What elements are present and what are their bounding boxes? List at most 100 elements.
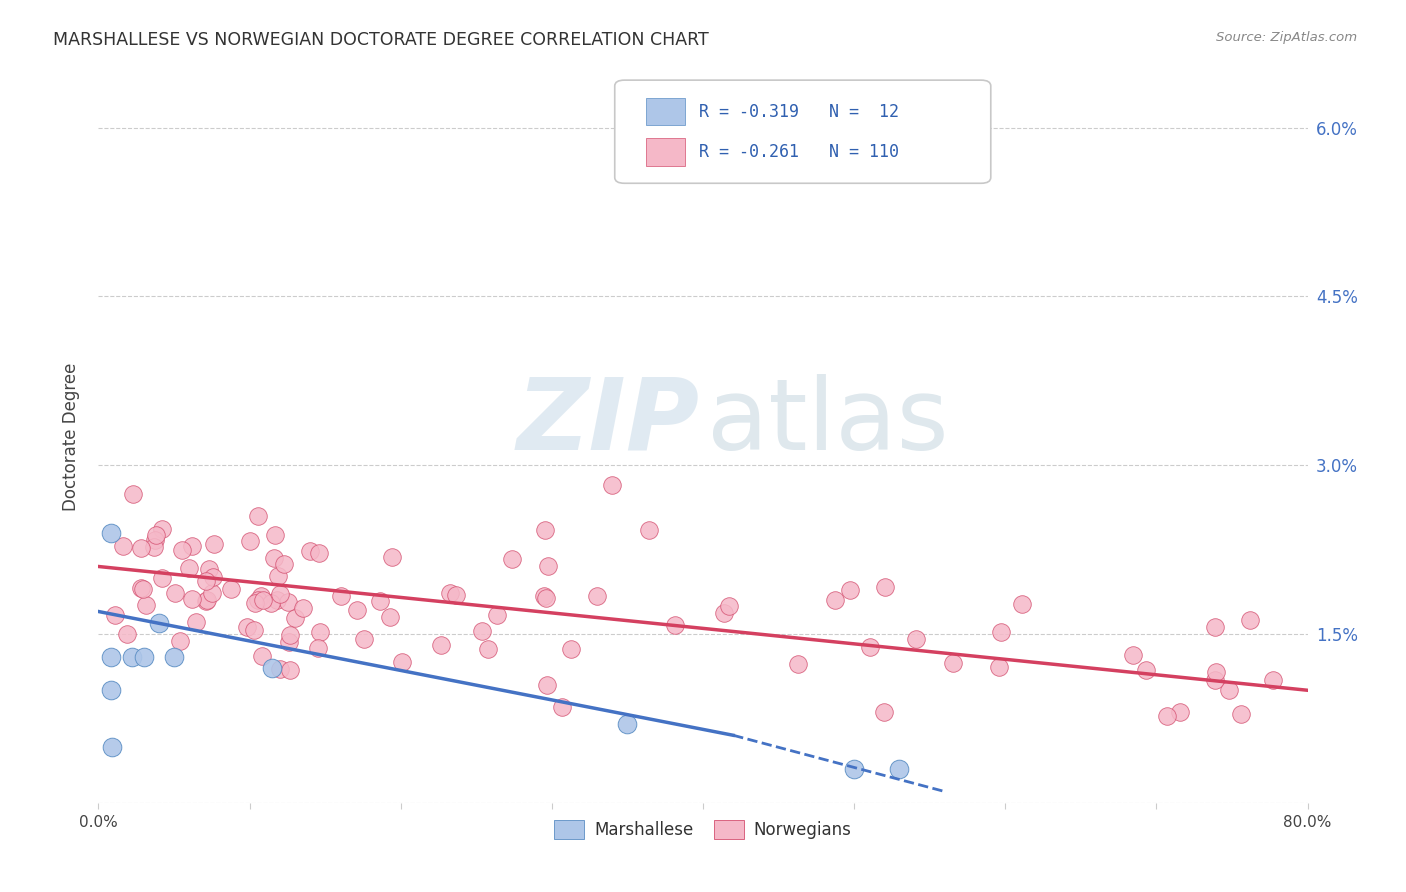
Point: [245, 596, 267, 610]
Point: [368, 594, 391, 608]
Point: [839, 582, 862, 597]
Point: [273, 557, 295, 571]
Point: [100, 683, 122, 698]
Point: [263, 527, 285, 541]
FancyBboxPatch shape: [614, 80, 991, 183]
Point: [444, 588, 467, 602]
Point: [135, 598, 157, 612]
Point: [637, 523, 659, 537]
Point: [142, 541, 165, 555]
Point: [664, 617, 686, 632]
Point: [873, 705, 896, 719]
Point: [115, 627, 138, 641]
Point: [1011, 597, 1033, 611]
Point: [353, 632, 375, 646]
Point: [104, 608, 127, 623]
Point: [429, 638, 451, 652]
Point: [600, 478, 623, 492]
Point: [378, 609, 401, 624]
Point: [184, 615, 207, 629]
Point: [150, 571, 173, 585]
Point: [195, 574, 218, 588]
Point: [486, 608, 509, 623]
Point: [713, 606, 735, 620]
Point: [145, 527, 167, 541]
Point: [100, 525, 122, 540]
Point: [329, 589, 352, 603]
Legend: Marshallese, Norwegians: Marshallese, Norwegians: [548, 814, 858, 846]
Text: R = -0.319   N =  12: R = -0.319 N = 12: [699, 103, 900, 120]
Point: [129, 581, 152, 595]
Point: [201, 586, 224, 600]
Point: [177, 561, 200, 575]
Point: [195, 593, 218, 607]
Point: [309, 624, 332, 639]
Point: [143, 533, 166, 548]
Point: [219, 582, 242, 596]
Point: [252, 592, 274, 607]
FancyBboxPatch shape: [647, 98, 685, 126]
Point: [942, 656, 965, 670]
Point: [471, 624, 494, 639]
Point: [129, 541, 152, 555]
Point: [132, 649, 155, 664]
Point: [263, 551, 285, 566]
Point: [284, 611, 307, 625]
Point: [990, 625, 1012, 640]
Text: MARSHALLESE VS NORWEGIAN DOCTORATE DEGREE CORRELATION CHART: MARSHALLESE VS NORWEGIAN DOCTORATE DEGRE…: [53, 31, 709, 49]
Point: [896, 143, 918, 157]
Point: [1156, 709, 1178, 723]
Point: [202, 537, 225, 551]
Point: [277, 595, 299, 609]
Point: [905, 632, 928, 647]
FancyBboxPatch shape: [647, 138, 685, 166]
Point: [824, 593, 846, 607]
Text: atlas: atlas: [707, 374, 948, 471]
Point: [536, 678, 558, 692]
Text: Source: ZipAtlas.com: Source: ZipAtlas.com: [1216, 31, 1357, 45]
Point: [308, 546, 330, 560]
Point: [1204, 673, 1226, 687]
Point: [269, 662, 291, 676]
Point: [844, 762, 866, 776]
Point: [150, 522, 173, 536]
Point: [236, 620, 259, 634]
Point: [121, 649, 143, 664]
Point: [250, 589, 273, 603]
Point: [267, 569, 290, 583]
Point: [269, 587, 291, 601]
Point: [307, 641, 329, 656]
Point: [1218, 682, 1240, 697]
Point: [501, 551, 523, 566]
Point: [111, 539, 134, 553]
Point: [278, 628, 301, 642]
Point: [246, 509, 269, 524]
Point: [195, 593, 218, 607]
Point: [1239, 613, 1261, 627]
Point: [172, 543, 194, 558]
Point: [132, 582, 155, 596]
Point: [346, 603, 368, 617]
Point: [163, 586, 186, 600]
Point: [181, 539, 204, 553]
Point: [298, 544, 321, 558]
Point: [586, 589, 609, 603]
Text: R = -0.261   N = 110: R = -0.261 N = 110: [699, 143, 900, 161]
Point: [533, 589, 555, 603]
Point: [533, 523, 555, 537]
Point: [1205, 665, 1227, 679]
Point: [243, 623, 266, 637]
Point: [439, 586, 461, 600]
Point: [1229, 707, 1251, 722]
Point: [381, 550, 404, 565]
Point: [1135, 663, 1157, 677]
Point: [616, 717, 638, 731]
Point: [875, 580, 897, 594]
Point: [1204, 620, 1226, 634]
Point: [101, 739, 124, 754]
Point: [560, 641, 582, 656]
Point: [391, 655, 413, 669]
Point: [198, 562, 221, 576]
Point: [477, 641, 499, 656]
Text: ZIP: ZIP: [516, 374, 699, 471]
